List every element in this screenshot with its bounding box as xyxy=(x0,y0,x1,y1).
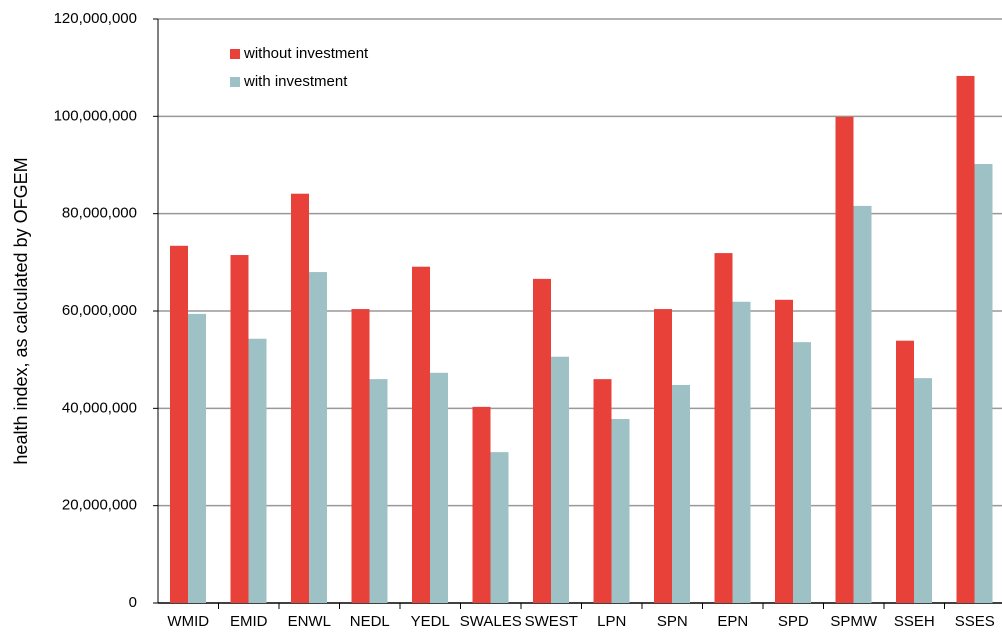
bar xyxy=(351,309,370,603)
legend-swatch xyxy=(230,77,240,87)
bar xyxy=(914,378,932,603)
x-tick-label: SPD xyxy=(778,613,809,630)
bar xyxy=(732,301,751,603)
bar xyxy=(291,193,309,604)
x-tick-label: SPN xyxy=(657,613,688,630)
bar xyxy=(714,253,733,603)
x-tick-label: SWALES xyxy=(460,613,522,630)
bar xyxy=(412,266,430,603)
bar xyxy=(956,75,975,603)
bar xyxy=(369,379,388,603)
x-tick-label: EMID xyxy=(230,613,268,630)
bar xyxy=(430,372,448,603)
bar xyxy=(835,116,854,603)
y-tick-label: 40,000,000 xyxy=(62,399,137,416)
bar xyxy=(170,245,188,603)
y-tick-label: 100,000,000 xyxy=(54,107,137,124)
bar xyxy=(533,278,551,603)
x-tick-label: LPN xyxy=(597,613,626,630)
y-axis-title: health index, as calculated by OFGEM xyxy=(11,157,31,464)
y-tick-label: 60,000,000 xyxy=(62,302,137,319)
x-tick-label: SSEH xyxy=(894,613,935,630)
bar xyxy=(490,452,509,603)
bar xyxy=(672,384,690,603)
x-tick-label: SSES xyxy=(955,613,995,630)
y-tick-label: 0 xyxy=(129,594,137,611)
legend-swatch xyxy=(230,49,240,59)
x-tick-label: YEDL xyxy=(411,613,450,630)
x-tick-label: NEDL xyxy=(350,613,390,630)
x-tick-label: ENWL xyxy=(288,613,331,630)
bar xyxy=(248,338,267,603)
bar xyxy=(793,342,811,603)
y-tick-label: 80,000,000 xyxy=(62,205,137,222)
bar xyxy=(230,255,249,604)
bar xyxy=(853,205,872,603)
x-tick-label: WMID xyxy=(167,613,209,630)
bar xyxy=(974,164,993,603)
bar xyxy=(472,406,491,603)
bar xyxy=(188,313,206,603)
bar xyxy=(309,272,327,603)
x-tick-label: SWEST xyxy=(525,613,578,630)
bar xyxy=(611,419,630,603)
x-tick-label: EPN xyxy=(717,613,748,630)
legend-label: with investment xyxy=(243,73,348,90)
x-tick-label: SPMW xyxy=(830,613,878,630)
y-tick-label: 20,000,000 xyxy=(62,497,137,514)
bar xyxy=(593,379,612,603)
y-tick-label: 120,000,000 xyxy=(54,10,137,27)
bar xyxy=(775,299,793,603)
bar xyxy=(654,309,672,603)
bar xyxy=(896,340,914,603)
legend-label: without investment xyxy=(243,45,369,62)
bar xyxy=(551,356,569,603)
